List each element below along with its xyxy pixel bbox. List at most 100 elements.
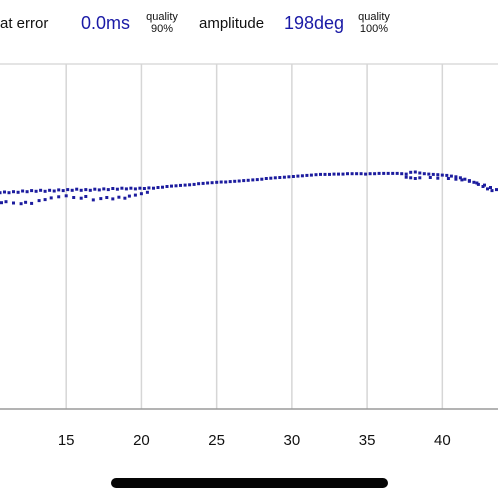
data-point [84, 188, 88, 192]
data-point [467, 179, 471, 183]
data-point [418, 176, 422, 180]
data-point [319, 172, 322, 176]
data-point [24, 200, 28, 204]
data-point [373, 172, 377, 176]
data-point [170, 184, 173, 188]
data-point [37, 199, 41, 203]
data-point [43, 198, 47, 202]
data-point [115, 187, 119, 191]
data-point [242, 179, 246, 183]
data-point [138, 186, 142, 190]
data-point [39, 188, 43, 192]
data-point [75, 187, 79, 191]
data-point [228, 180, 232, 184]
home-indicator[interactable] [111, 478, 388, 488]
data-point [440, 173, 444, 177]
data-point [133, 187, 137, 191]
data-point [147, 186, 151, 190]
data-point [215, 180, 219, 184]
data-point [84, 195, 88, 198]
beat-error-quality: quality 90% [142, 11, 182, 35]
data-point [472, 180, 476, 184]
data-point [413, 170, 417, 174]
data-point [129, 186, 133, 190]
data-point [49, 196, 53, 200]
data-point [30, 201, 34, 205]
data-point [490, 189, 494, 193]
data-point [264, 177, 268, 180]
data-point [314, 173, 318, 177]
data-point [0, 191, 2, 195]
data-point [161, 185, 164, 189]
data-point [305, 173, 309, 177]
data-point [57, 188, 61, 192]
data-point [346, 172, 349, 176]
data-point [495, 188, 498, 192]
data-point [12, 190, 15, 194]
data-point [48, 188, 52, 192]
data-point [156, 186, 160, 189]
data-point [418, 171, 422, 175]
data-point [409, 176, 413, 180]
data-point [382, 171, 386, 175]
data-point [404, 172, 408, 176]
data-point [102, 187, 106, 191]
data-point [422, 172, 426, 176]
data-point [291, 175, 295, 178]
data-point [454, 177, 458, 181]
data-point [192, 182, 196, 186]
data-point [105, 196, 109, 199]
data-point [391, 171, 395, 175]
beat-error-quality-value: 90% [150, 23, 174, 35]
data-point [120, 186, 124, 190]
data-point [436, 176, 440, 180]
data-point [142, 187, 146, 190]
data-point [386, 171, 390, 175]
data-point [0, 201, 3, 205]
data-point [337, 172, 340, 176]
data-point [210, 181, 214, 185]
data-point [12, 201, 15, 205]
data-point [219, 180, 223, 184]
data-point [52, 189, 56, 193]
x-tick-label-30: 30 [284, 432, 301, 449]
data-point [296, 174, 300, 178]
data-point [486, 187, 489, 191]
data-point [328, 172, 331, 176]
x-tick-labels: 15 20 25 30 35 40 [58, 432, 451, 449]
data-point [400, 172, 404, 176]
x-tick-label-15: 15 [58, 432, 75, 449]
data-point [341, 172, 345, 176]
data-point [127, 194, 131, 198]
data-point [475, 181, 479, 185]
data-point [224, 180, 228, 184]
data-point [368, 172, 372, 176]
amplitude-quality-value: 100% [359, 23, 389, 35]
data-point [237, 179, 241, 183]
data-point [269, 176, 273, 180]
data-point [255, 178, 259, 182]
data-point [300, 174, 304, 178]
data-point [117, 195, 121, 199]
data-point [133, 193, 137, 197]
vertical-grid-lines [65, 64, 444, 409]
data-point [19, 202, 23, 206]
data-point [428, 176, 432, 179]
data-point [409, 170, 413, 174]
data-point [350, 172, 354, 176]
data-point [21, 189, 25, 193]
data-point [3, 190, 6, 194]
data-point [79, 188, 83, 192]
data-point [188, 183, 192, 187]
data-point [111, 187, 115, 190]
data-point [377, 171, 381, 175]
data-point [463, 177, 467, 181]
data-point [454, 175, 458, 179]
data-point [483, 183, 486, 187]
data-point [25, 190, 29, 194]
data-point [99, 197, 103, 201]
data-point [278, 176, 282, 179]
data-point [57, 195, 61, 199]
amplitude-quality: quality 100% [354, 11, 394, 35]
